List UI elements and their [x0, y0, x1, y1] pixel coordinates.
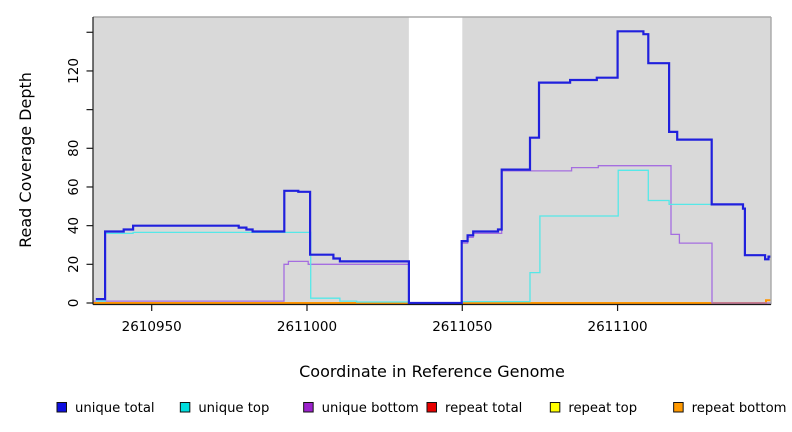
- legend-label-repeat-total: repeat total: [445, 401, 522, 416]
- legend-label-unique-total: unique total: [75, 401, 155, 416]
- axes: 2610950 2611000 2611050 2611100 0 20 40 60 80 120: [66, 16, 772, 335]
- y-tick-label: 0: [66, 299, 82, 308]
- x-tick-label: 2611000: [277, 319, 337, 335]
- legend: unique total unique top unique bottom repea…: [56, 401, 787, 416]
- legend-swatch-unique-total: [56, 402, 67, 413]
- series-line-unique-total: [95, 30, 771, 305]
- legend-label-repeat-top: repeat top: [568, 401, 637, 416]
- x-tick-label: 2610950: [122, 319, 182, 335]
- legend-swatch-repeat-total: [426, 402, 437, 413]
- x-axis-title: Coordinate in Reference Genome: [299, 362, 565, 381]
- y-tick-label: 60: [66, 178, 82, 195]
- plot-background-regions: [93, 17, 771, 305]
- legend-swatch-unique-bottom: [303, 402, 314, 413]
- legend-label-unique-bottom: unique bottom: [322, 401, 419, 416]
- y-tick-label: 20: [66, 256, 82, 273]
- y-tick-label: 40: [66, 217, 82, 234]
- legend-swatch-repeat-bottom: [673, 402, 684, 413]
- x-tick-label: 2611100: [588, 319, 648, 335]
- coverage-series: [93, 30, 771, 305]
- legend-swatch-unique-top: [179, 402, 191, 413]
- y-tick-label: 80: [66, 140, 82, 157]
- shaded-region-0: [93, 17, 409, 305]
- x-tick-label: 2611050: [432, 319, 492, 335]
- legend-label-repeat-bottom: repeat bottom: [692, 401, 787, 416]
- y-tick-label: 120: [66, 58, 82, 84]
- legend-swatch-repeat-top: [549, 402, 561, 413]
- y-axis-title: Read Coverage Depth: [16, 72, 35, 248]
- legend-label-unique-top: unique top: [198, 401, 269, 416]
